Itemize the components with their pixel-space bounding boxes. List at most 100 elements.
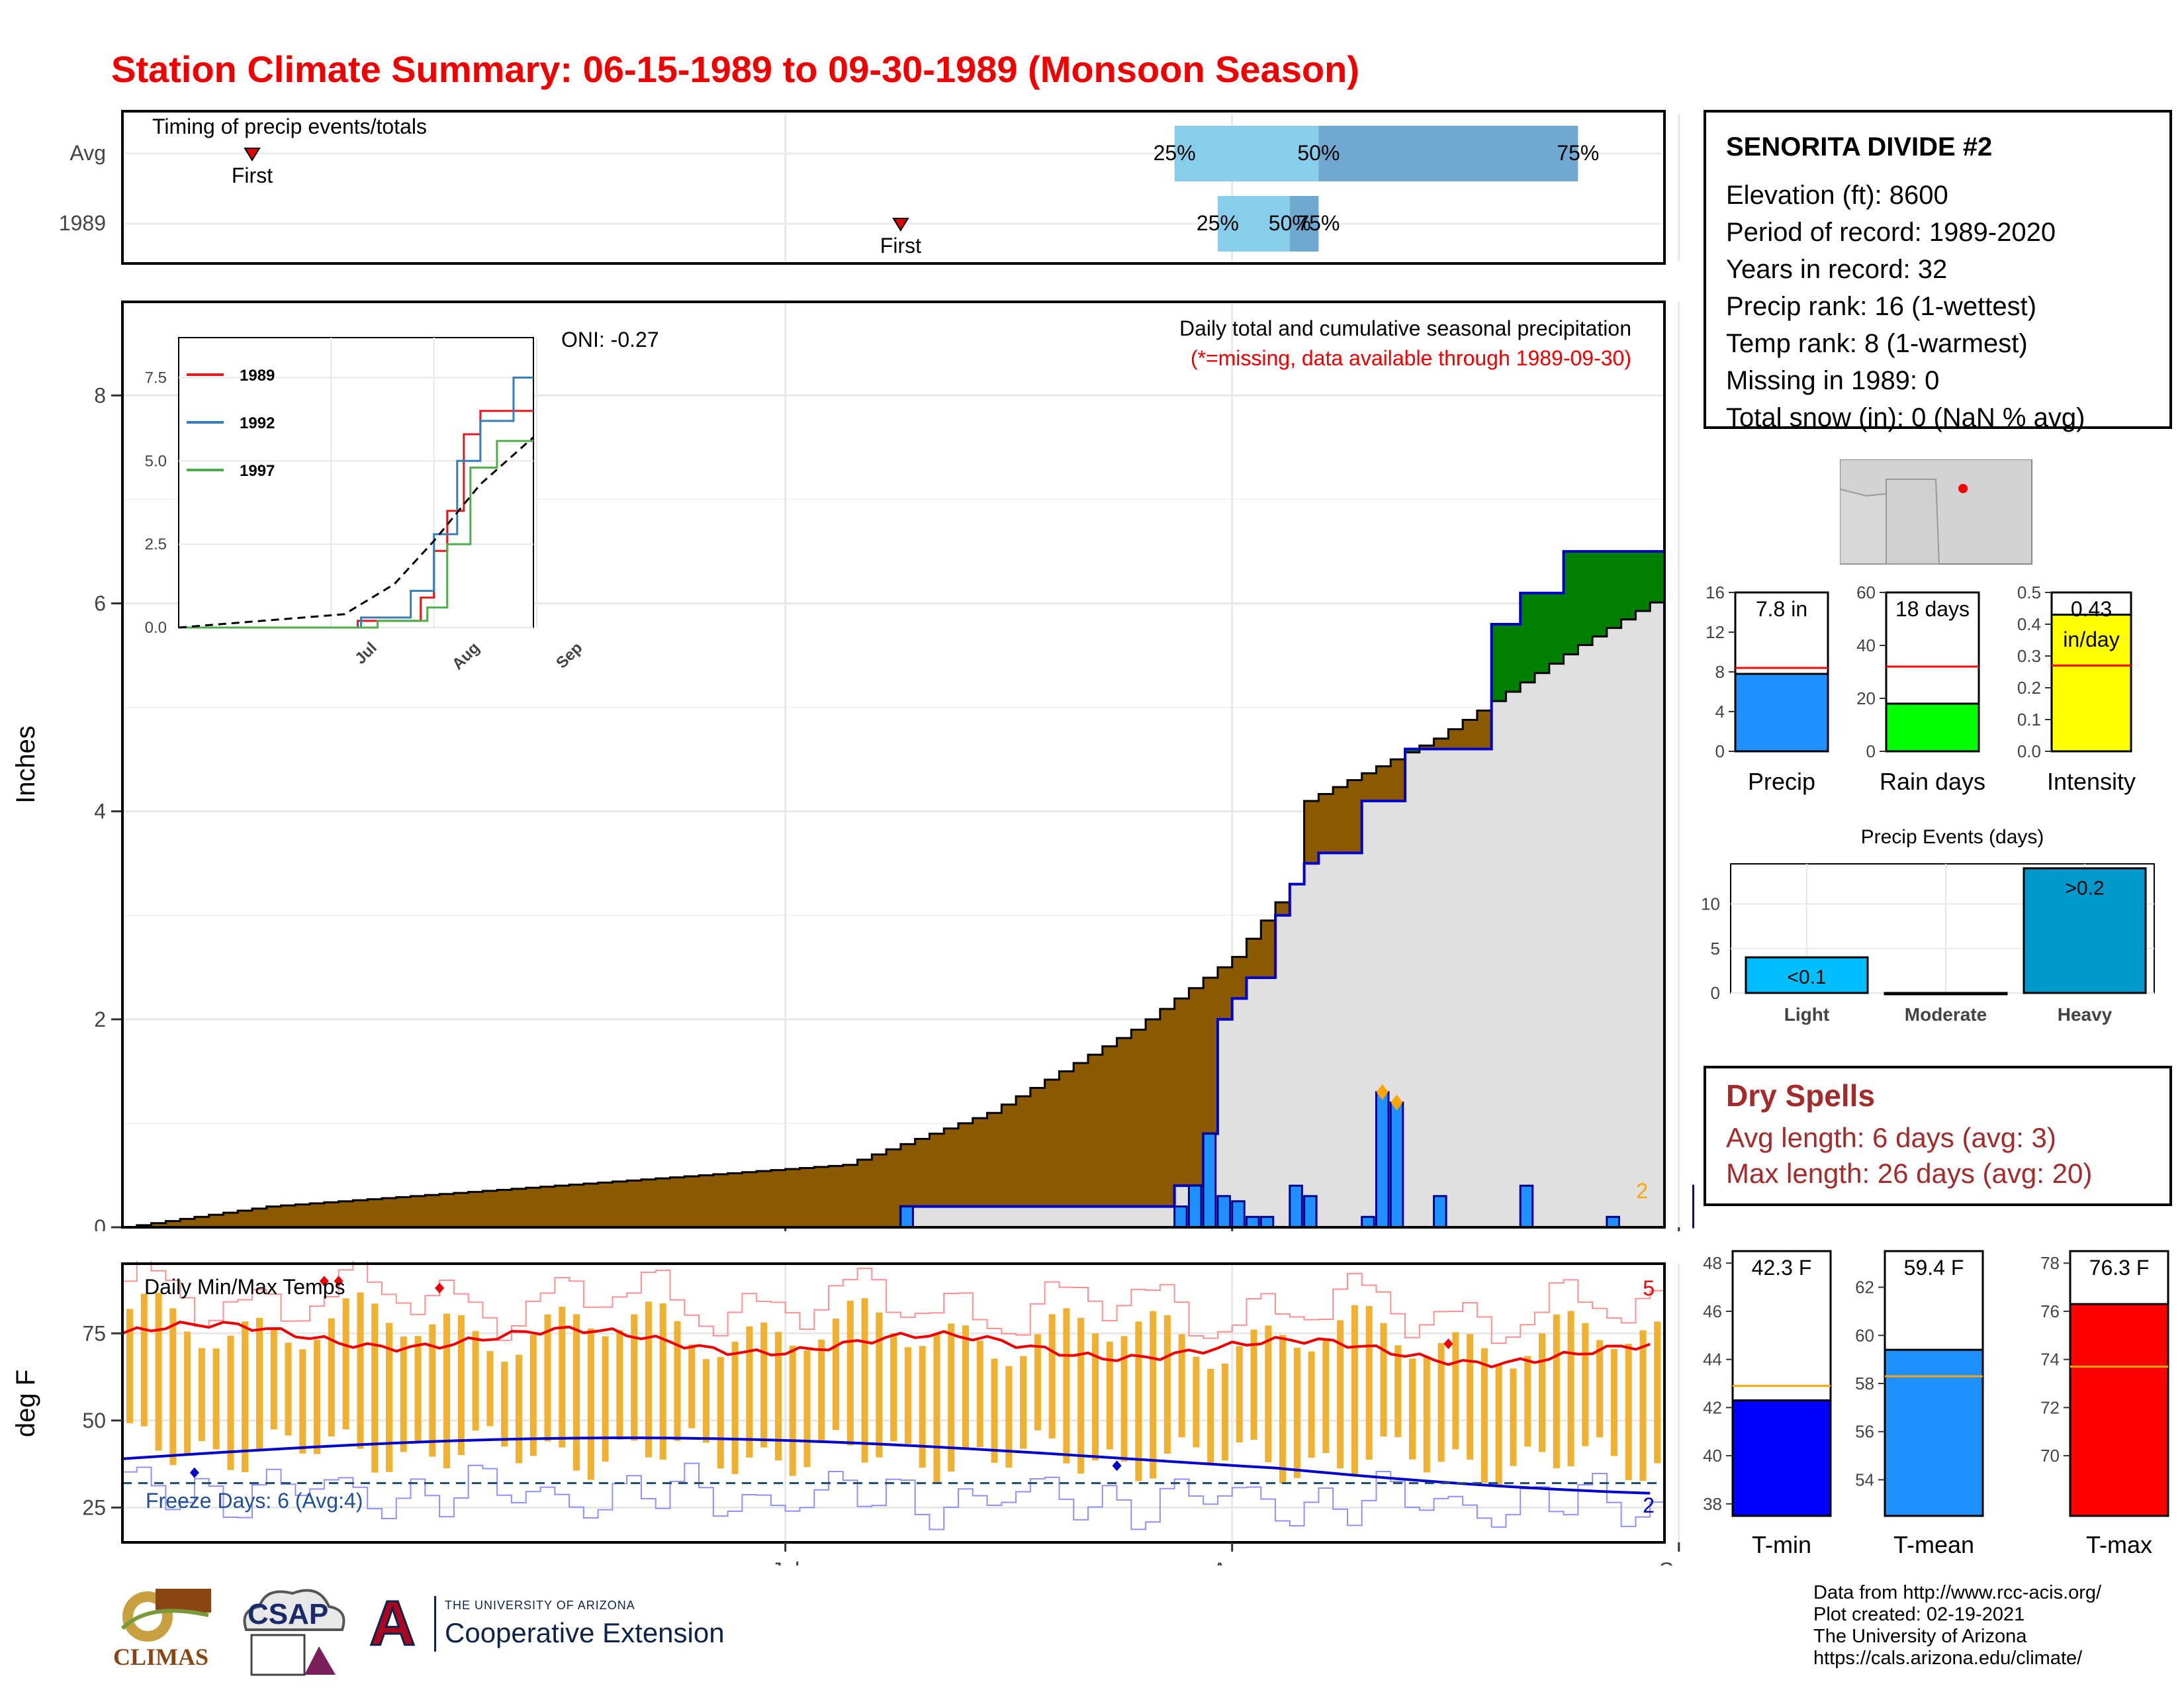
events-category-label: Moderate — [1905, 1004, 1987, 1025]
daily-temp-range-bar — [1380, 1323, 1387, 1437]
inset-legend-label: 1992 — [240, 414, 275, 432]
timing-pct-label: 50% — [1297, 141, 1340, 165]
daily-temp-range-bar — [1654, 1321, 1661, 1464]
temp-ytick-label: 75 — [82, 1321, 106, 1345]
events-bar-label: <0.1 — [1787, 966, 1826, 988]
inset-legend: 1989 1992 1997 — [187, 367, 275, 480]
precip-areas — [122, 549, 1666, 1229]
precip-below-avg-area — [829, 1166, 844, 1227]
map-state-az — [1840, 488, 1887, 565]
events-title: Precip Events (days) — [1861, 826, 2044, 848]
precip-below-avg-area — [425, 1195, 440, 1227]
precip-above-avg-area — [1520, 592, 1535, 682]
daily-temp-range-bar — [1106, 1341, 1113, 1450]
precip-y-ticks: 0 2 4 6 8 — [94, 383, 1680, 1231]
summary-ytick-label: 0.5 — [2017, 583, 2041, 602]
daily-temp-range-bar — [1467, 1334, 1474, 1460]
daily-temp-range-bar — [1135, 1321, 1142, 1481]
daily-temp-range-bar — [645, 1301, 652, 1458]
timing-row-label-avg: Avg — [69, 141, 106, 165]
daily-precip-bar — [1361, 1215, 1375, 1229]
daily-temp-range-bar — [1178, 1334, 1185, 1438]
daily-temp-range-bar — [717, 1356, 724, 1469]
temp-ytick-label: 50 — [82, 1409, 106, 1432]
daily-temp-range-bar — [890, 1333, 897, 1442]
inset-lines — [178, 376, 534, 629]
summary-title: T-max — [2086, 1531, 2152, 1558]
summary-ytick-label: 60 — [1855, 1325, 1874, 1345]
precip-below-avg-area — [223, 1213, 238, 1227]
summary-value-label: 42.3 F — [1752, 1256, 1812, 1280]
precip-above-avg-area — [1405, 749, 1420, 753]
precip-below-avg-area — [1016, 1096, 1031, 1207]
daily-temp-range-bar — [876, 1312, 883, 1458]
precip-subheading: (*=missing, data available through 1989-… — [1191, 346, 1631, 370]
precip-below-avg-area — [1174, 998, 1189, 1186]
events-ytick-label: 10 — [1701, 894, 1720, 914]
summary-bars: 0 4 8 12 16 7.8 in Precip 0 20 40 60 18 days Rain da… — [1706, 583, 2136, 795]
footer-line-3: The University of Arizona — [1813, 1626, 2027, 1647]
precip-below-avg-area — [756, 1171, 772, 1227]
daily-temp-range-bar — [861, 1298, 868, 1463]
precip-gray-area — [122, 594, 1664, 1227]
timing-pct-label: 50% — [1269, 211, 1311, 235]
map-state-nm — [1886, 479, 1940, 565]
daily-temp-range-bar — [1423, 1356, 1430, 1473]
precip-below-avg-area — [886, 1149, 901, 1227]
precip-ytick-label: 8 — [94, 383, 106, 407]
precip-below-avg-area — [1131, 1029, 1146, 1207]
precip-below-avg-area — [1059, 1071, 1074, 1207]
daily-temp-range-bar — [1193, 1356, 1200, 1448]
daily-precip-bar — [1433, 1195, 1447, 1229]
daily-temp-range-bar — [529, 1335, 537, 1456]
daily-temp-range-bar — [457, 1315, 465, 1456]
precip-below-avg-area — [1376, 766, 1391, 801]
daily-temp-range-bar — [1495, 1364, 1502, 1487]
events-bar — [1745, 956, 1869, 994]
precip-below-avg-area — [684, 1176, 700, 1227]
ua-big-text: Cooperative Extension — [445, 1617, 725, 1648]
summary-ytick-label: 72 — [2040, 1397, 2060, 1417]
precip-below-avg-area — [1217, 967, 1233, 1019]
precip-above-avg-area — [1578, 551, 1593, 645]
daily-temp-range-bar — [544, 1314, 551, 1442]
precip-events-chart: Precip Events (days) <0.1 Light Moderate >0… — [1701, 826, 2155, 1025]
precip-above-avg-area — [1563, 551, 1578, 655]
daily-precip-bar — [1231, 1200, 1246, 1229]
station-name: SENORITA DIVIDE #2 — [1726, 132, 1993, 162]
summary-ytick-label: 0 — [1866, 741, 1876, 761]
precip-below-avg-area — [1246, 939, 1261, 978]
summary-ytick-label: 20 — [1856, 688, 1876, 708]
summary-value-label: 76.3 F — [2089, 1256, 2150, 1280]
daily-temp-range-bar — [1077, 1317, 1085, 1474]
timing-bar-q1 — [1174, 126, 1319, 181]
events-bar — [2023, 867, 2147, 994]
events-category-label: Heavy — [2058, 1004, 2113, 1025]
daily-temp-range-bar — [789, 1345, 796, 1476]
temp-series — [122, 1261, 1664, 1530]
daily-temp-range-bar — [991, 1358, 998, 1463]
precip-below-avg-area — [699, 1175, 714, 1227]
daily-precip-bar — [1216, 1195, 1231, 1229]
summary-ytick-label: 0.0 — [2017, 741, 2041, 761]
precip-below-avg-area — [1275, 902, 1291, 915]
daily-temp-range-bar — [1394, 1345, 1402, 1438]
summary-value-label: 0.43 — [2071, 597, 2112, 621]
temp-xtick-label: Sep — [1659, 1558, 1694, 1566]
timing-pct-label: 25% — [1197, 211, 1239, 235]
precip-ytick-label: 2 — [94, 1008, 106, 1031]
daily-temp-range-bar — [126, 1309, 133, 1423]
precip-below-avg-area — [1477, 710, 1492, 749]
timing-pct-label: 25% — [1154, 141, 1196, 165]
daily-temp-range-bar — [1020, 1356, 1027, 1449]
footer-credits: Data from http://www.rcc-acis.org/ Plot … — [1813, 1582, 2101, 1669]
daily-temp-range-bar — [299, 1349, 306, 1454]
timing-bar-q1 — [1217, 196, 1290, 252]
station-elevation: Elevation (ft): 8600 — [1726, 181, 1948, 210]
record-high-marker — [334, 1276, 343, 1287]
csap-text: CSAP — [248, 1598, 329, 1630]
precip-below-avg-area — [569, 1184, 584, 1227]
temp-y-ticks: 25 50 75 — [82, 1321, 122, 1519]
precip-chart: 0 2 4 6 8 Inches Daily total and cumulative … — [11, 301, 1694, 1231]
daily-temp-range-bar — [933, 1334, 940, 1484]
